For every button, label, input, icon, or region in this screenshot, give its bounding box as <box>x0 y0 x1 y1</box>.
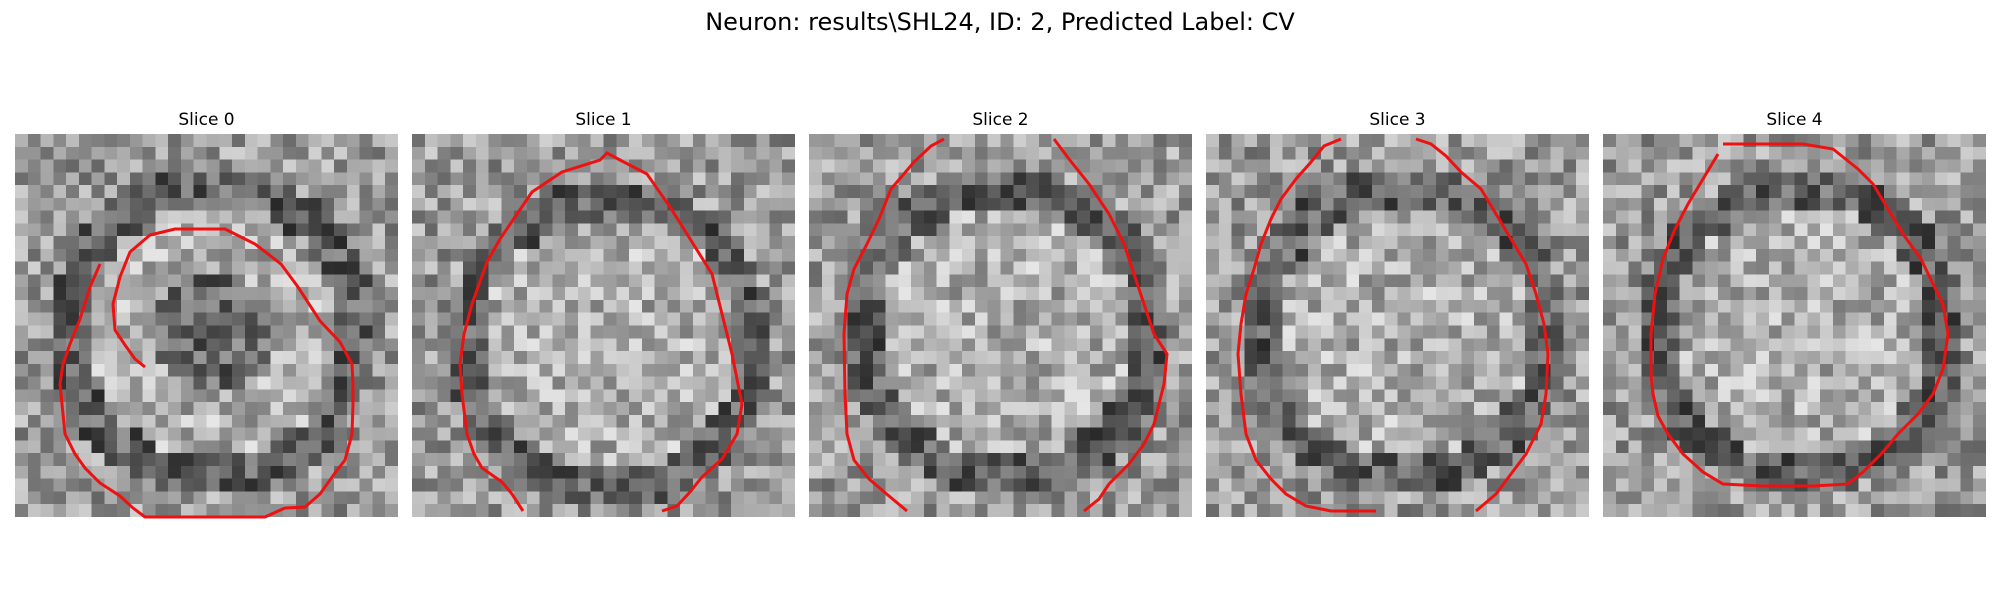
slice-1-contour <box>458 151 744 513</box>
slice-2-contour-line-left <box>842 137 945 513</box>
slice-4-pixels <box>1603 134 1986 517</box>
slice-0-contour <box>58 227 355 519</box>
slice-0-contour-line <box>58 227 355 519</box>
slice-3-contour-line-right <box>1415 137 1550 513</box>
slice-4-image <box>1603 134 1986 517</box>
slice-3-image <box>1206 134 1589 517</box>
slice-1-image <box>412 134 795 517</box>
slice-4-title: Slice 4 <box>1766 110 1823 130</box>
slice-2-pixels <box>809 134 1192 517</box>
slice-2-contour <box>842 137 1169 513</box>
slice-1-pixels <box>412 134 795 517</box>
slice-1-title: Slice 1 <box>575 110 632 130</box>
slice-3-title: Slice 3 <box>1369 110 1426 130</box>
figure-title: Neuron: results\SHL24, ID: 2, Predicted … <box>705 8 1295 36</box>
slice-3-contour-line-left <box>1236 137 1376 513</box>
slice-2-image <box>809 134 1192 517</box>
slice-1-contour-line <box>458 151 744 513</box>
slice-2-contour-line-right <box>1052 138 1169 513</box>
slice-2-title: Slice 2 <box>972 110 1029 130</box>
slice-0-image <box>15 134 398 519</box>
slice-4-contour-line <box>1649 142 1950 488</box>
slice-3-contour <box>1236 137 1550 513</box>
slice-0-title: Slice 0 <box>178 110 235 130</box>
slice-4-contour <box>1649 142 1950 488</box>
